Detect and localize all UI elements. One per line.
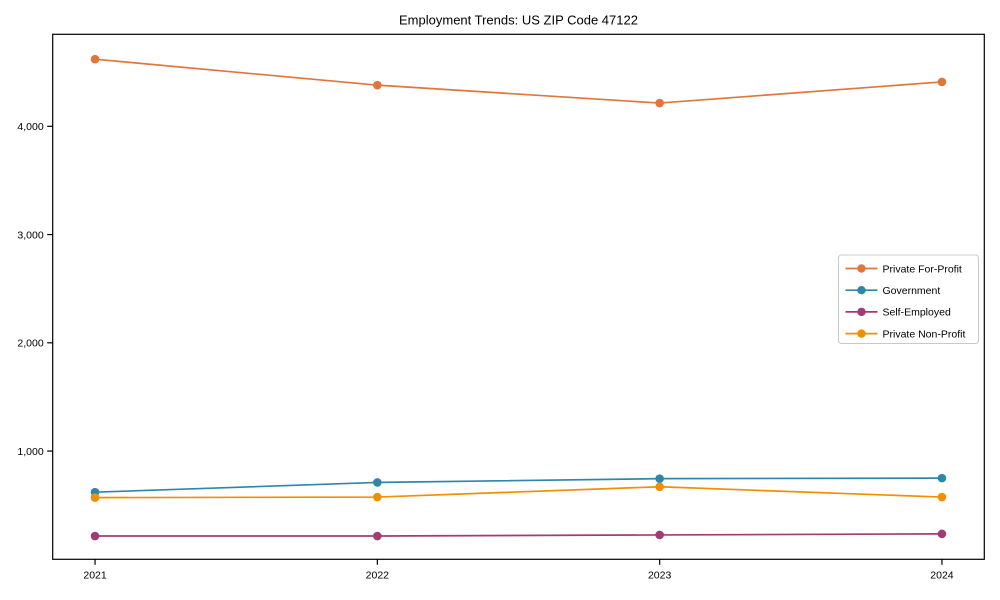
data-point bbox=[90, 531, 100, 541]
data-point bbox=[937, 473, 947, 483]
legend-item: Private Non-Profit bbox=[845, 328, 966, 340]
legend-label: Government bbox=[883, 285, 941, 297]
series-line-private-for-profit bbox=[94, 58, 943, 104]
legend: Private For-Profit Government Self-Employe… bbox=[838, 254, 979, 344]
legend-marker-dot bbox=[857, 329, 866, 338]
legend-item: Private For-Profit bbox=[845, 263, 962, 275]
series-line-self-employed bbox=[95, 533, 942, 537]
plot-border bbox=[52, 33, 985, 560]
data-point bbox=[655, 474, 664, 483]
data-point bbox=[373, 492, 382, 502]
data-point bbox=[937, 492, 947, 502]
data-point bbox=[655, 482, 664, 492]
series-line-government bbox=[95, 477, 942, 494]
data-point bbox=[937, 77, 947, 87]
series-line-private-non-profit bbox=[95, 485, 942, 499]
data-point bbox=[937, 529, 947, 539]
legend-label: Private Non-Profit bbox=[883, 328, 966, 340]
legend-marker-dot bbox=[857, 264, 866, 273]
legend-marker-dot bbox=[857, 307, 866, 317]
legend-item: Government bbox=[845, 285, 941, 297]
legend-label: Private For-Profit bbox=[883, 263, 962, 275]
legend-marker-dot bbox=[857, 286, 866, 295]
data-point bbox=[655, 98, 664, 108]
legend-box bbox=[838, 254, 979, 344]
y-tick-label: 4,000 bbox=[17, 121, 43, 133]
y-tick-label: 3,000 bbox=[17, 229, 43, 241]
data-point bbox=[373, 531, 382, 541]
data-point bbox=[90, 54, 100, 64]
legend-item: Self-Employed bbox=[845, 307, 951, 319]
y-tick-label: 1,000 bbox=[17, 446, 43, 458]
data-point bbox=[90, 493, 100, 502]
x-tick-label: 2023 bbox=[648, 569, 672, 581]
data-point bbox=[373, 80, 382, 90]
data-point bbox=[655, 530, 664, 540]
plot-area: 1,000 2,000 3,000 4,000 2021 2022 2023 2024 Priv… bbox=[17, 33, 985, 581]
x-tick-label: 2021 bbox=[83, 569, 107, 581]
chart-title: Employment Trends: US ZIP Code 47122 bbox=[399, 13, 638, 28]
y-tick-label: 2,000 bbox=[17, 338, 43, 350]
x-tick-label: 2022 bbox=[366, 569, 390, 581]
legend-label: Self-Employed bbox=[883, 307, 951, 319]
x-tick-label: 2024 bbox=[930, 569, 954, 581]
data-point bbox=[373, 478, 382, 487]
